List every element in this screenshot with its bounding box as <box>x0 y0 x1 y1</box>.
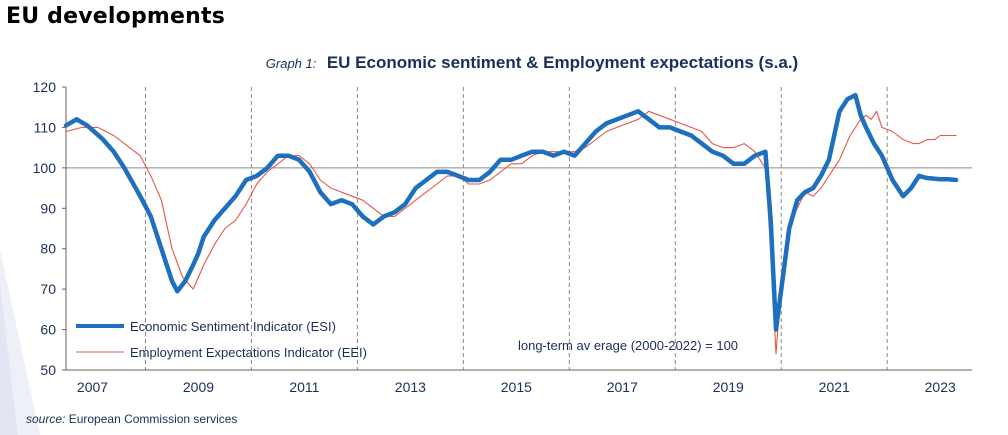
legend-label-eei: Employment Expectations Indicator (EEI) <box>130 345 367 360</box>
chart-legend: Economic Sentiment Indicator (ESI) Emplo… <box>76 319 367 360</box>
plot-axes: 50 60 70 80 90 100 110 120 2007 2009 2011 2013 2015 2… <box>33 79 972 395</box>
graph-title: Graph 1: EU Economic sentiment & Employm… <box>266 53 798 72</box>
legend-label-esi: Economic Sentiment Indicator (ESI) <box>130 319 336 334</box>
x-tick-label-2015: 2015 <box>501 379 532 395</box>
long-term-average-note: long-term av erage (2000-2022) = 100 <box>518 338 738 353</box>
series-line-esi <box>63 92 959 332</box>
graph-title-text: EU Economic sentiment & Employment expec… <box>327 53 798 72</box>
series-line-eei <box>65 110 957 355</box>
x-tick-label-2013: 2013 <box>395 379 426 395</box>
x-tick-label-2007: 2007 <box>77 379 108 395</box>
y-tick-label-100: 100 <box>33 160 57 176</box>
y-tick-label-120: 120 <box>33 79 57 95</box>
source-label: source: <box>26 412 66 426</box>
x-tick-label-2019: 2019 <box>713 379 744 395</box>
y-tick-label-110: 110 <box>34 119 57 135</box>
y-tick-label-80: 80 <box>40 241 56 257</box>
y-tick-label-60: 60 <box>40 322 56 338</box>
x-tick-label-2011: 2011 <box>289 379 319 395</box>
plot-grid <box>66 87 972 370</box>
y-tick-label-70: 70 <box>40 281 56 297</box>
section-title: EU developments <box>6 4 226 29</box>
source-text: European Commission services <box>68 412 238 426</box>
y-tick-label-50: 50 <box>40 362 56 378</box>
x-tick-label-2017: 2017 <box>607 379 638 395</box>
series-layer <box>63 92 959 355</box>
y-tick-label-90: 90 <box>40 200 56 216</box>
x-tick-label-2021: 2021 <box>819 379 850 395</box>
graph-prefix: Graph 1: <box>266 56 317 71</box>
x-tick-label-2009: 2009 <box>183 379 214 395</box>
source-note: source: European Commission services <box>26 412 237 426</box>
x-tick-label-2023: 2023 <box>925 379 956 395</box>
